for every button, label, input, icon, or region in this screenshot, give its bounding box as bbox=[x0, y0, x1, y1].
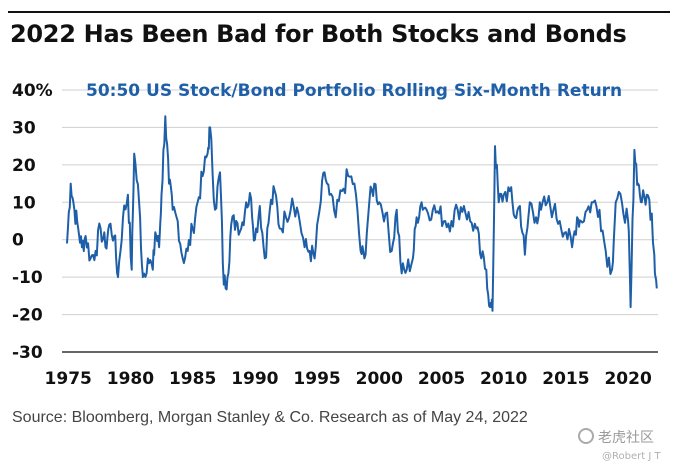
y-tick-label: -30 bbox=[12, 343, 43, 363]
watermark-handle: @Robert J T bbox=[602, 451, 661, 462]
x-tick-label: 2020 bbox=[604, 369, 651, 389]
x-tick-label: 1975 bbox=[45, 369, 92, 389]
tiger-logo-icon bbox=[578, 428, 594, 444]
y-tick-label: -10 bbox=[12, 268, 43, 288]
x-tick-label: 2005 bbox=[418, 369, 465, 389]
x-tick-label: 2000 bbox=[356, 369, 403, 389]
x-tick-label: 1995 bbox=[293, 369, 340, 389]
x-tick-label: 1985 bbox=[169, 369, 216, 389]
series-line bbox=[66, 115, 658, 312]
y-tick-label: 10 bbox=[12, 193, 36, 213]
x-tick-label: 1990 bbox=[231, 369, 278, 389]
x-axis-ticks: 1975 1980 1985 1990 1995 2000 2005 2010 2015 2020 bbox=[45, 369, 652, 389]
y-tick-label: 20 bbox=[12, 156, 36, 176]
watermark-brand: 老虎社区 bbox=[598, 430, 654, 446]
y-tick-label: 30 bbox=[12, 118, 36, 138]
source-note: Source: Bloomberg, Morgan Stanley & Co. … bbox=[12, 409, 528, 426]
chart-title: 2022 Has Been Bad for Both Stocks and Bo… bbox=[10, 20, 627, 48]
y-tick-label: -20 bbox=[12, 306, 43, 326]
x-tick-label: 2010 bbox=[480, 369, 527, 389]
y-tick-label: 0 bbox=[12, 231, 24, 251]
y-axis-ticks: 40% 30 20 10 0 -10 -20 -30 bbox=[12, 81, 53, 363]
watermark: 老虎社区 bbox=[578, 427, 654, 447]
x-tick-label: 2015 bbox=[542, 369, 589, 389]
chart-subtitle: 50:50 US Stock/Bond Portfolio Rolling Si… bbox=[86, 81, 622, 101]
x-tick-label: 1980 bbox=[107, 369, 154, 389]
y-tick-label: 40% bbox=[12, 81, 53, 101]
top-rule bbox=[8, 11, 670, 13]
gridlines bbox=[62, 89, 658, 353]
